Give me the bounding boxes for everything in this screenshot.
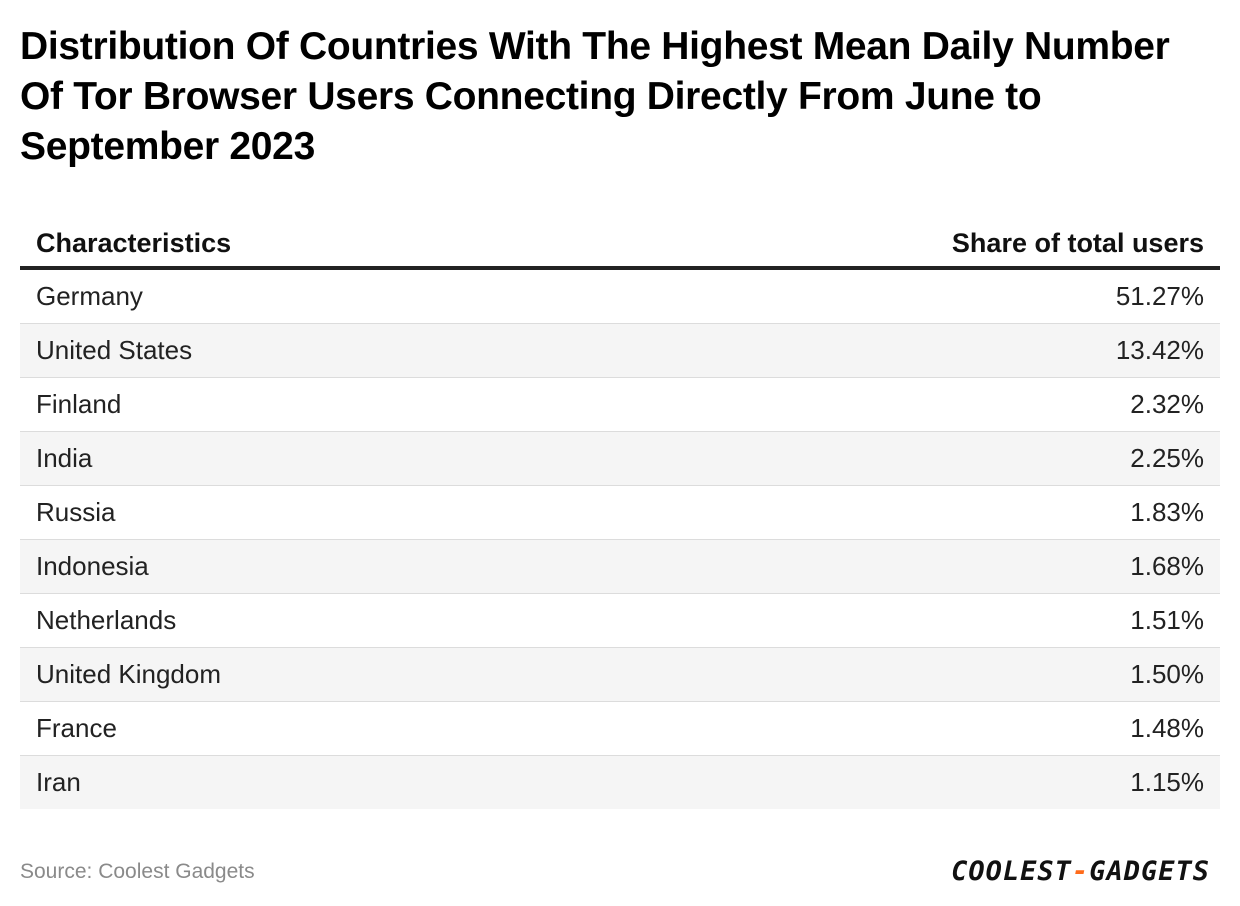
table-row: Germany 51.27% bbox=[20, 270, 1220, 324]
logo-text-right: GADGETS bbox=[1089, 856, 1210, 887]
country-cell: Finland bbox=[36, 389, 122, 419]
share-cell: 2.25% bbox=[1130, 443, 1204, 473]
country-cell: Russia bbox=[36, 497, 116, 527]
share-cell: 1.15% bbox=[1130, 767, 1204, 797]
country-cell: Germany bbox=[36, 281, 143, 311]
share-cell: 1.83% bbox=[1130, 497, 1204, 527]
table-row: Iran 1.15% bbox=[20, 756, 1220, 809]
table-row: Netherlands 1.51% bbox=[20, 594, 1220, 648]
country-cell: Netherlands bbox=[36, 605, 177, 635]
table-row: United Kingdom 1.50% bbox=[20, 648, 1220, 702]
table-row: Indonesia 1.68% bbox=[20, 540, 1220, 594]
share-cell: 1.51% bbox=[1130, 605, 1204, 635]
chart-title: Distribution Of Countries With The Highe… bbox=[20, 25, 1170, 168]
logo-text-left: COOLEST bbox=[951, 856, 1072, 887]
table-row: Finland 2.32% bbox=[20, 378, 1220, 432]
country-cell: United Kingdom bbox=[36, 659, 221, 689]
brand-logo: COOLEST-GADGETS bbox=[951, 856, 1210, 887]
table-header: Characteristics Share of total users bbox=[20, 220, 1220, 270]
share-cell: 1.68% bbox=[1130, 551, 1204, 581]
share-cell: 1.48% bbox=[1130, 713, 1204, 743]
country-cell: Indonesia bbox=[36, 551, 149, 581]
share-cell: 51.27% bbox=[1115, 281, 1204, 311]
logo-dash: - bbox=[1071, 856, 1090, 887]
share-cell: 2.32% bbox=[1130, 389, 1204, 419]
country-cell: Iran bbox=[36, 767, 81, 797]
table-row: Russia 1.83% bbox=[20, 486, 1220, 540]
share-cell: 1.50% bbox=[1130, 659, 1204, 689]
table-body: Germany 51.27% United States 13.42% Finland 2… bbox=[20, 270, 1220, 809]
column-header-characteristics: Characteristics bbox=[36, 227, 232, 258]
table-row: United States 13.42% bbox=[20, 324, 1220, 378]
table-row: India 2.25% bbox=[20, 432, 1220, 486]
share-cell: 13.42% bbox=[1115, 335, 1204, 365]
country-cell: India bbox=[36, 443, 93, 473]
column-header-share: Share of total users bbox=[951, 227, 1204, 258]
country-cell: United States bbox=[36, 335, 193, 365]
country-cell: France bbox=[36, 713, 117, 743]
data-table: Characteristics Share of total users Ger… bbox=[20, 220, 1220, 809]
source-note: Source: Coolest Gadgets bbox=[20, 860, 255, 883]
table-row: France 1.48% bbox=[20, 702, 1220, 756]
